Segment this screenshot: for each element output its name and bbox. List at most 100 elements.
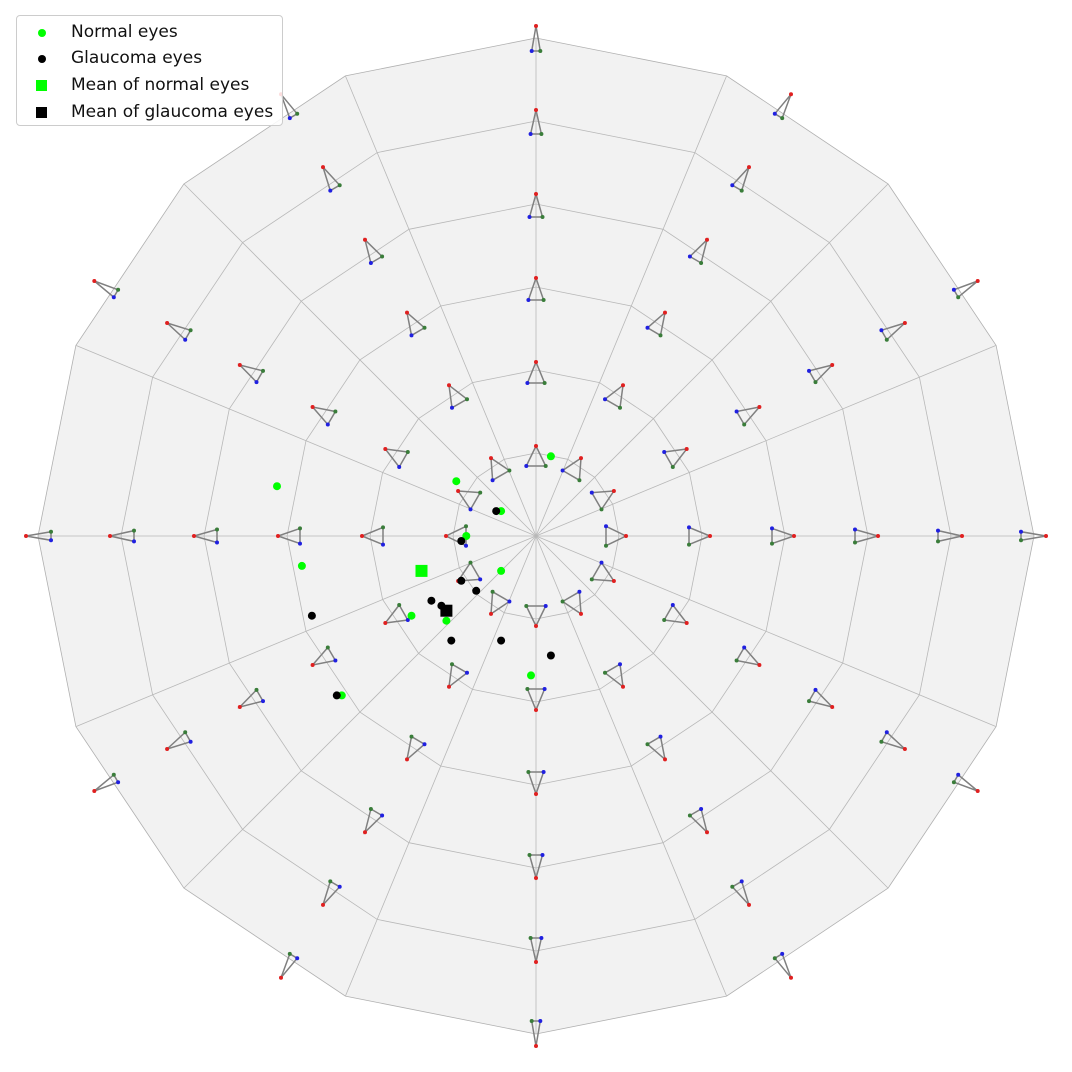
glyph-point — [49, 529, 53, 534]
glyph-point — [450, 662, 454, 667]
glyph-point — [287, 951, 292, 956]
glyph-point — [611, 579, 616, 583]
glyph-point — [951, 780, 956, 785]
glyph-point — [422, 742, 427, 747]
glyph-triangle — [735, 405, 762, 426]
glyph-point — [405, 310, 409, 315]
glyph-point — [360, 534, 364, 538]
glyph-point — [621, 684, 625, 689]
glyph-triangle — [688, 807, 709, 835]
glyph-point — [368, 807, 373, 811]
glyph-point — [237, 363, 242, 367]
grid-spoke — [535, 535, 997, 727]
glyph-triangle — [561, 590, 582, 616]
legend: Normal eyes Glaucoma eyes Mean of normal… — [16, 15, 283, 126]
grid-spoke — [75, 535, 537, 727]
glyph-point — [524, 464, 529, 468]
glyph-point — [604, 543, 608, 548]
glyph-triangle — [603, 383, 624, 410]
glyph-point — [853, 527, 857, 532]
glyph-point — [295, 111, 300, 116]
glyph-point — [739, 879, 744, 884]
glyph-point — [276, 534, 280, 538]
glyph-triangle — [773, 952, 792, 979]
glyph-point — [1019, 538, 1023, 543]
glyph-point — [287, 116, 292, 121]
glyph-point — [662, 450, 667, 454]
glyph-point — [730, 884, 735, 889]
grid-spoke — [345, 75, 537, 537]
glyph-triangle — [363, 807, 384, 835]
glyph-triangle — [688, 526, 712, 546]
glyph-point — [542, 687, 547, 691]
glyph-triangle — [530, 1020, 542, 1047]
glyph-point — [534, 624, 538, 628]
glyph-point — [507, 468, 512, 473]
glyph-point — [579, 611, 583, 616]
glyph-point — [772, 956, 777, 961]
glyph-point — [589, 577, 594, 582]
normal-eye-point — [462, 532, 471, 540]
glyph-point — [757, 663, 762, 667]
glyph-point — [618, 662, 622, 667]
glyph-point — [525, 687, 530, 691]
glyph-point — [527, 215, 532, 219]
glyph-point — [261, 699, 265, 704]
glyph-point — [468, 507, 473, 512]
glyph-point — [397, 603, 402, 607]
legend-marker-normal — [38, 29, 46, 37]
glyph-point — [658, 333, 663, 338]
glyph-triangle — [880, 731, 906, 750]
glyph-triangle — [880, 322, 906, 341]
glyph-point — [687, 813, 692, 818]
legend-marker-mean-normal — [36, 80, 47, 91]
glyph-point — [757, 405, 762, 409]
glyph-triangle — [383, 603, 410, 624]
glyph-point — [526, 770, 531, 774]
glyph-point — [780, 116, 785, 121]
glyph-point — [830, 705, 835, 709]
glyph-point — [780, 951, 785, 956]
glyph-point — [599, 507, 604, 512]
glyph-point — [670, 603, 675, 607]
glyph-point — [539, 936, 544, 940]
glyph-point — [879, 328, 884, 333]
glyph-point — [618, 405, 622, 410]
glyph-point — [541, 298, 546, 302]
glyph-point — [936, 528, 940, 533]
glyph-point — [447, 684, 451, 689]
legend-item-mean-normal: Mean of normal eyes — [17, 73, 282, 99]
glyph-point — [111, 772, 116, 777]
glyph-point — [310, 405, 315, 409]
normal-eye-point — [546, 452, 555, 461]
glyph-triangle — [360, 526, 384, 546]
glyph-triangle — [529, 937, 543, 963]
grid-spoke — [183, 535, 537, 889]
glyph-point — [542, 381, 547, 385]
glyph-point — [534, 108, 538, 112]
glyph-point — [464, 524, 468, 529]
glyph-point — [381, 542, 385, 547]
glyph-point — [325, 422, 330, 427]
glyph-point — [956, 772, 961, 777]
glyph-triangle — [530, 25, 542, 52]
glyph-point — [539, 132, 544, 136]
glyph-triangle — [854, 528, 881, 544]
grid-spoke — [535, 345, 997, 537]
glyph-point — [770, 541, 774, 546]
glyph-triangle — [528, 854, 544, 881]
grid-spoke — [535, 535, 727, 997]
glyph-point — [560, 468, 565, 473]
glyph-triangle — [310, 405, 337, 426]
glyph-point — [524, 604, 529, 608]
glyph-point — [468, 560, 473, 565]
glyph-point — [328, 188, 333, 193]
glyph-triangle — [773, 93, 792, 120]
glyph-point — [579, 456, 583, 461]
glyph-point — [383, 447, 388, 451]
glyph-point — [298, 526, 302, 531]
glyph-point — [489, 611, 493, 616]
glyph-triangle — [937, 529, 963, 543]
glyph-point — [215, 540, 219, 545]
legend-label-normal: Normal eyes — [71, 22, 178, 42]
